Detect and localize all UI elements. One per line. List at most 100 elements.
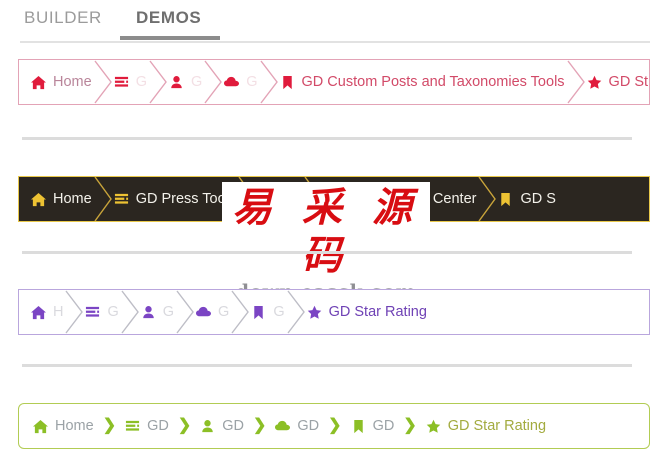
- breadcrumb-label: G: [246, 74, 258, 90]
- breadcrumb-item-star-rating[interactable]: GD St: [587, 60, 648, 104]
- breadcrumb-bar-purple: H G G G G GD Star Rating: [18, 289, 650, 335]
- breadcrumb-label: G: [135, 74, 147, 90]
- breadcrumb-label: G: [218, 304, 230, 320]
- breadcrumb-item-products-center[interactable]: GD Products Center: [323, 177, 477, 221]
- breadcrumb-label: GD Custom Posts and Taxonomies Tools: [301, 74, 565, 90]
- chevron-separator-icon: [476, 177, 498, 221]
- chevron-separator-icon: [63, 290, 85, 334]
- breadcrumb-bar-dark: Home GD Press Tools GD GD Products Cente…: [18, 176, 650, 222]
- breadcrumb-label: G: [107, 304, 119, 320]
- breadcrumb-label: Home: [55, 418, 94, 434]
- breadcrumb-item-user[interactable]: GD: [200, 404, 244, 448]
- breadcrumb-item-user[interactable]: GD: [258, 177, 302, 221]
- breadcrumb-bar-crimson: Home G G G GD Custom Posts and Taxonomie…: [18, 59, 650, 105]
- breadcrumb-item-custom-posts[interactable]: G: [251, 290, 285, 334]
- tab-bar-divider: [20, 41, 650, 43]
- user-icon: [200, 419, 215, 434]
- breadcrumb-item-press-tools[interactable]: GD Press Tools: [114, 177, 236, 221]
- list-icon: [125, 419, 140, 434]
- breadcrumb-item-home[interactable]: Home: [33, 404, 94, 448]
- breadcrumb-item-user[interactable]: G: [141, 290, 174, 334]
- breadcrumb-item-products[interactable]: G: [196, 290, 229, 334]
- breadcrumb-label: GD: [147, 418, 169, 434]
- chevron-separator-icon: [119, 290, 141, 334]
- chevron-separator-icon: [302, 177, 324, 221]
- breadcrumb-item-custom-posts[interactable]: GD Custom Posts and Taxonomies Tools: [280, 60, 565, 104]
- list-icon: [85, 305, 100, 320]
- chevron-separator-icon: [285, 290, 307, 334]
- breadcrumb-item-press-tools[interactable]: G: [85, 290, 119, 334]
- chevron-separator-icon: [174, 290, 196, 334]
- user-icon: [141, 305, 156, 320]
- breadcrumb-item-custom-posts[interactable]: GD S: [498, 177, 556, 221]
- star-icon: [307, 305, 322, 320]
- breadcrumb-item-star-rating[interactable]: GD Star Rating: [307, 290, 427, 334]
- chevron-separator-icon: [92, 60, 114, 104]
- breadcrumb-item-press-tools[interactable]: GD: [125, 404, 169, 448]
- breadcrumb-label: G: [190, 74, 203, 90]
- bookmark-icon: [280, 75, 295, 90]
- chevron-separator-icon: ❯: [328, 417, 342, 434]
- home-icon: [31, 75, 46, 90]
- chevron-separator-icon: ❯: [102, 417, 117, 434]
- breadcrumb-item-press-tools[interactable]: G: [114, 60, 147, 104]
- tab-builder[interactable]: BUILDER: [24, 8, 102, 27]
- section-divider: [22, 251, 632, 254]
- bookmark-icon: [351, 419, 366, 434]
- breadcrumb-item-products[interactable]: GD: [275, 404, 319, 448]
- chevron-separator-icon: ❯: [177, 417, 192, 434]
- chevron-separator-icon: [236, 177, 258, 221]
- breadcrumb-label: H: [53, 304, 64, 320]
- chevron-separator-icon: [229, 290, 251, 334]
- breadcrumb-label: GD: [280, 191, 302, 207]
- star-icon: [587, 75, 602, 90]
- home-icon: [31, 192, 46, 207]
- home-icon: [33, 419, 48, 434]
- chevron-separator-icon: ❯: [403, 417, 417, 434]
- breadcrumb-label: GD Star Rating: [447, 418, 547, 434]
- chevron-separator-icon: ❯: [253, 417, 267, 434]
- tab-demos[interactable]: DEMOS: [136, 8, 202, 27]
- tab-bar: BUILDER DEMOS: [0, 0, 650, 43]
- breadcrumb-item-star-rating[interactable]: GD Star Rating: [426, 404, 546, 448]
- breadcrumb-label: G: [162, 304, 175, 320]
- chevron-separator-icon: [147, 60, 169, 104]
- breadcrumb-item-home[interactable]: H: [31, 290, 63, 334]
- breadcrumb-item-home[interactable]: Home: [31, 177, 92, 221]
- section-divider: [22, 137, 632, 140]
- breadcrumb-label: GD: [297, 418, 320, 434]
- cloud-icon: [323, 192, 339, 207]
- breadcrumb-label: GD: [222, 418, 244, 434]
- list-icon: [114, 75, 129, 90]
- breadcrumb-label: GD Star Rating: [328, 304, 427, 320]
- breadcrumb-bar-green: Home ❯ GD ❯ GD ❯ GD ❯ GD ❯ GD Star Ratin…: [18, 403, 650, 449]
- bookmark-icon: [498, 192, 513, 207]
- star-icon: [426, 419, 441, 434]
- cloud-icon: [224, 75, 240, 90]
- active-tab-indicator: [120, 36, 220, 40]
- breadcrumb-label: Home: [53, 74, 92, 90]
- breadcrumb-label: Home: [53, 191, 92, 207]
- breadcrumb-label: G: [273, 304, 285, 320]
- cloud-icon: [196, 305, 212, 320]
- cloud-icon: [275, 419, 291, 434]
- breadcrumb-label: GD: [372, 418, 395, 434]
- breadcrumb-item-user[interactable]: G: [169, 60, 202, 104]
- breadcrumb-label: GD S: [520, 191, 556, 207]
- breadcrumb-item-custom-posts[interactable]: GD: [351, 404, 395, 448]
- home-icon: [31, 305, 46, 320]
- breadcrumb-item-home[interactable]: Home: [31, 60, 92, 104]
- chevron-separator-icon: [258, 60, 280, 104]
- breadcrumb-label: GD Press Tools: [135, 191, 237, 207]
- user-icon: [258, 192, 273, 207]
- chevron-separator-icon: [92, 177, 114, 221]
- chevron-separator-icon: [565, 60, 587, 104]
- breadcrumb-item-products[interactable]: G: [224, 60, 258, 104]
- bookmark-icon: [251, 305, 266, 320]
- breadcrumb-label: GD St: [608, 74, 649, 90]
- list-icon: [114, 192, 129, 207]
- chevron-separator-icon: [202, 60, 224, 104]
- user-icon: [169, 75, 184, 90]
- section-divider: [22, 364, 632, 367]
- breadcrumb-label: GD Products Center: [345, 191, 477, 207]
